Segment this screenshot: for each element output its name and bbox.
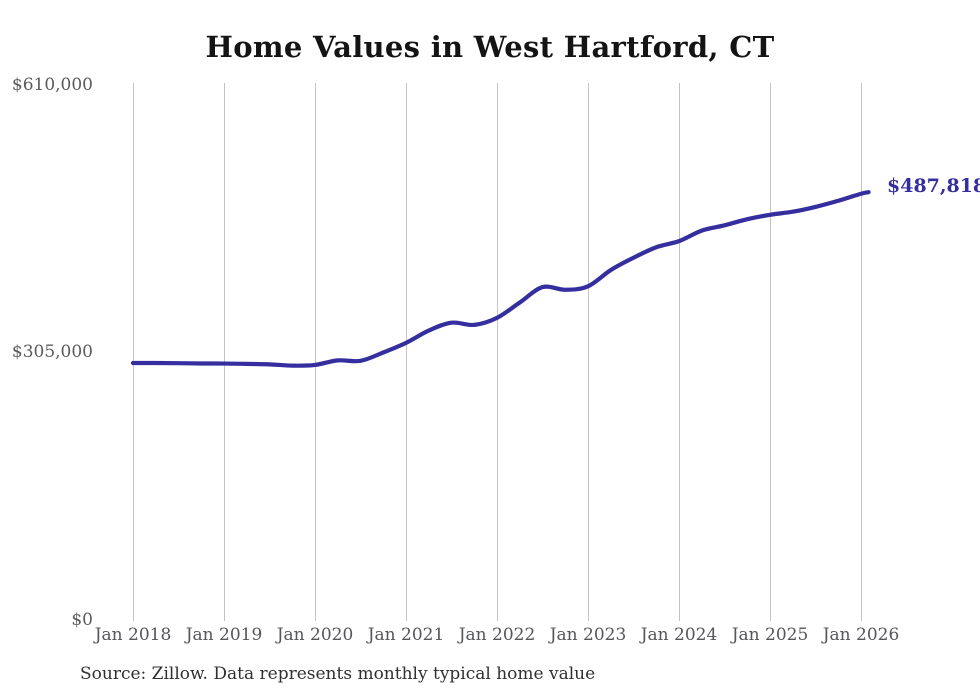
x-axis-tick-jan-2024: Jan 2024 — [640, 625, 718, 645]
series-end-value-label: $487,818 — [887, 175, 980, 197]
home-value-line — [130, 190, 871, 368]
x-axis-tick-jan-2018: Jan 2018 — [94, 625, 172, 645]
y-axis-tick-610000: $610,000 — [11, 75, 93, 95]
x-axis-tick-jan-2022: Jan 2022 — [458, 625, 536, 645]
x-axis-tick-jan-2025: Jan 2025 — [731, 625, 809, 645]
x-axis-tick-jan-2026: Jan 2026 — [822, 625, 900, 645]
x-axis-tick-jan-2023: Jan 2023 — [549, 625, 627, 645]
x-axis-tick-jan-2019: Jan 2019 — [185, 625, 263, 645]
y-axis-tick-0: $0 — [71, 610, 93, 630]
source-note: Source: Zillow. Data represents monthly … — [80, 664, 596, 684]
x-axis-tick-jan-2021: Jan 2021 — [367, 625, 445, 645]
x-axis-tick-jan-2020: Jan 2020 — [276, 625, 354, 645]
year-gridlines — [133, 83, 862, 621]
y-axis-tick-305000: $305,000 — [11, 342, 93, 362]
chart-title: Home Values in West Hartford, CT — [205, 30, 775, 64]
